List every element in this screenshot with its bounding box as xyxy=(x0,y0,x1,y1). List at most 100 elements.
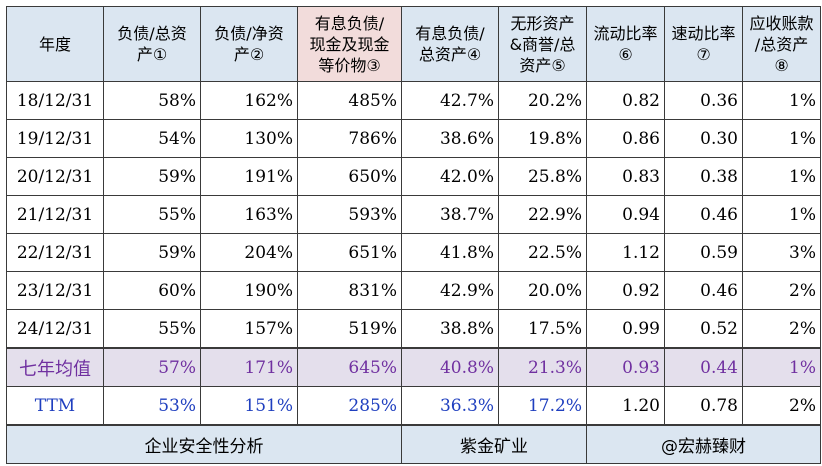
column-header-line: 总资产④ xyxy=(418,45,482,64)
table-cell: 36.3% xyxy=(401,386,499,426)
column-header-line: ⑥ xyxy=(618,45,633,64)
column-header-7: 速动比率 ⑦ xyxy=(664,6,743,82)
column-header-2: 负债/净资产② xyxy=(200,6,298,82)
table-cell: 0.52 xyxy=(664,309,743,349)
column-header-line: 无形资产 xyxy=(510,13,575,33)
table-cell: 1.12 xyxy=(586,233,665,272)
column-header-line: 有息负债/ xyxy=(314,13,385,33)
table-cell: 0.93 xyxy=(586,347,665,387)
column-header-line: 应收账款 xyxy=(749,13,814,33)
table-cell: 40.8% xyxy=(401,347,499,387)
table-cell: 151% xyxy=(200,386,298,426)
table-row: 18/12/31 58% 162% 485% 42.7% 20.2% 0.82 0.36 1% xyxy=(6,81,821,120)
column-header-5: 无形资产 &商誉/总 资产⑤ xyxy=(498,6,587,82)
table-cell: 1% xyxy=(742,157,821,196)
table-cell: 0.92 xyxy=(586,271,665,310)
column-header-line: 资产⑤ xyxy=(519,55,566,75)
table-cell: 42.9% xyxy=(401,271,499,310)
column-header-line: &商誉/总 xyxy=(509,34,576,54)
table-cell: 190% xyxy=(200,271,298,310)
table-cell: 59% xyxy=(103,157,201,196)
table-cell: 650% xyxy=(297,157,402,196)
row-label-cell: 23/12/31 xyxy=(6,271,104,310)
table-cell: 2% xyxy=(742,309,821,349)
table-cell: 20.2% xyxy=(498,81,587,120)
footer-row: 企业安全性分析 紫金矿业 @宏赫臻财 xyxy=(6,424,821,464)
footer-company: 紫金矿业 xyxy=(401,424,587,464)
table-cell: 0.83 xyxy=(586,157,665,196)
row-label-cell: 20/12/31 xyxy=(6,157,104,196)
table-row: 22/12/31 59% 204% 651% 41.8% 22.5% 1.12 0.59 3% xyxy=(6,233,821,272)
table-cell: 0.38 xyxy=(664,157,743,196)
table-cell: 17.5% xyxy=(498,309,587,349)
table-cell: 0.86 xyxy=(586,119,665,158)
table-cell: 171% xyxy=(200,347,298,387)
table-cell: 38.8% xyxy=(401,309,499,349)
table-cell: 1% xyxy=(742,347,821,387)
table-cell: 53% xyxy=(103,386,201,426)
table-cell: 645% xyxy=(297,347,402,387)
table-cell: 54% xyxy=(103,119,201,158)
table-cell: 60% xyxy=(103,271,201,310)
table-cell: 0.99 xyxy=(586,309,665,349)
seven-year-average-row: 七年均值 57% 171% 645% 40.8% 21.3% 0.93 0.44 1% xyxy=(6,347,821,387)
table-body: 18/12/31 58% 162% 485% 42.7% 20.2% 0.82 0.36 1% 1… xyxy=(6,81,821,349)
table-cell: 485% xyxy=(297,81,402,120)
table-cell: 163% xyxy=(200,195,298,234)
column-header-line: 产① xyxy=(136,45,168,64)
table-cell: 22.9% xyxy=(498,195,587,234)
table-cell: 831% xyxy=(297,271,402,310)
table-cell: 593% xyxy=(297,195,402,234)
table-cell: 42.7% xyxy=(401,81,499,120)
table-cell: 38.7% xyxy=(401,195,499,234)
column-header-line: 现金及现金 xyxy=(309,34,390,54)
column-header-4: 有息负债/总资产④ xyxy=(401,6,499,82)
table-cell: 42.0% xyxy=(401,157,499,196)
table-cell: 651% xyxy=(297,233,402,272)
column-header-0: 年度 xyxy=(6,6,104,82)
table-row: 19/12/31 54% 130% 786% 38.6% 19.8% 0.86 0.30 1% xyxy=(6,119,821,158)
row-label-cell: 24/12/31 xyxy=(6,309,104,349)
column-header-6: 流动比率 ⑥ xyxy=(586,6,665,82)
table-cell: 130% xyxy=(200,119,298,158)
column-header-3: 有息负债/现金及现金 等价物③ xyxy=(297,6,402,82)
row-label-cell: 21/12/31 xyxy=(6,195,104,234)
header-row: 年度 负债/总资 产① 负债/净资 产② 有息负债/现金及现金 等价物③ 有息负债/总资产④ 无… xyxy=(6,6,821,82)
column-header-line: ⑦ xyxy=(696,45,711,64)
table-cell: 786% xyxy=(297,119,402,158)
footer-title: 企业安全性分析 xyxy=(6,424,402,464)
table-cell: 0.36 xyxy=(664,81,743,120)
table-cell: 1.20 xyxy=(586,386,665,426)
column-header-line: 负债/净资 xyxy=(214,24,284,43)
column-header-8: 应收账款/总资产 ⑧ xyxy=(742,6,821,82)
row-label-cell: 18/12/31 xyxy=(6,81,104,120)
table-cell: 0.78 xyxy=(664,386,743,426)
table-cell: 0.46 xyxy=(664,195,743,234)
column-header-1: 负债/总资产① xyxy=(103,6,201,82)
table-cell: 162% xyxy=(200,81,298,120)
table-cell: 17.2% xyxy=(498,386,587,426)
column-header-line: 等价物③ xyxy=(318,55,381,75)
table-cell: 19.8% xyxy=(498,119,587,158)
row-label-cell: TTM xyxy=(6,386,104,426)
row-label-cell: 七年均值 xyxy=(6,347,104,387)
table-cell: 0.59 xyxy=(664,233,743,272)
column-header-line: 负债/总资 xyxy=(117,24,187,43)
table-cell: 20.0% xyxy=(498,271,587,310)
column-header-line: 年度 xyxy=(38,34,71,54)
column-header-line: ⑧ xyxy=(774,55,789,75)
table-cell: 2% xyxy=(742,386,821,426)
table-cell: 191% xyxy=(200,157,298,196)
table-cell: 38.6% xyxy=(401,119,499,158)
table-cell: 204% xyxy=(200,233,298,272)
column-header-line: 有息负债/ xyxy=(415,24,485,43)
table-cell: 285% xyxy=(297,386,402,426)
table-cell: 58% xyxy=(103,81,201,120)
column-header-line: 产② xyxy=(233,45,265,64)
table-cell: 57% xyxy=(103,347,201,387)
row-label-cell: 22/12/31 xyxy=(6,233,104,272)
table-cell: 55% xyxy=(103,195,201,234)
table-cell: 0.82 xyxy=(586,81,665,120)
table-cell: 157% xyxy=(200,309,298,349)
table-row: 24/12/31 55% 157% 519% 38.8% 17.5% 0.99 0.52 2% xyxy=(6,309,821,349)
